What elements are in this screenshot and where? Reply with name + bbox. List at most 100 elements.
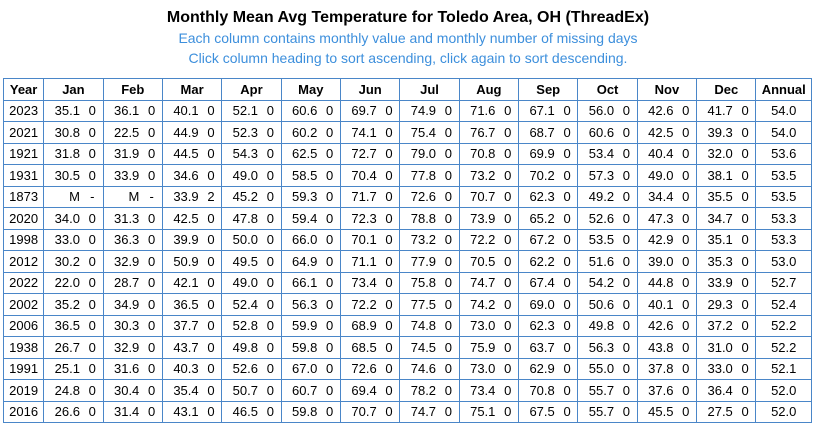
value-cell: 58.5 (280, 164, 320, 187)
year-cell: 2023 (2, 99, 45, 122)
column-header[interactable]: Jan (43, 78, 104, 101)
column-header[interactable]: Annual (755, 78, 812, 101)
missing-cell: 0 (200, 314, 223, 337)
missing-cell: 0 (200, 164, 223, 187)
missing-cell: 0 (497, 293, 520, 316)
year-cell: 2016 (2, 400, 45, 423)
value-cell: 70.8 (458, 142, 498, 165)
missing-cell: 0 (616, 379, 638, 402)
value-cell: 32.0 (696, 142, 735, 165)
value-cell: 74.1 (339, 121, 379, 144)
value-cell: 73.2 (399, 228, 439, 251)
value-cell: 78.8 (399, 207, 439, 230)
title: Monthly Mean Avg Temperature for Toledo … (166, 9, 650, 26)
missing-cell: 0 (81, 99, 104, 122)
column-header[interactable]: Oct (577, 78, 638, 101)
table-row: 2023 35.1 0 36.1 0 40.1 0 52.1 0 60.6 0 69.7 0 74.9 0 7… (2, 99, 812, 122)
column-header[interactable]: Jun (339, 78, 401, 101)
value-cell: 37.2 (696, 314, 735, 337)
table-row: 1873 M - M -33.9 2 45.2 0 59.3 0 71.7 0 72.6 0 70.7 0 62… (2, 185, 812, 208)
missing-cell: 0 (378, 185, 401, 208)
value-cell: 46.5 (221, 400, 260, 423)
value-cell: 62.9 (518, 357, 557, 380)
value-cell: 22.5 (102, 121, 142, 144)
column-header[interactable]: Year (2, 78, 45, 101)
value-cell: 35.4 (161, 379, 201, 402)
missing-cell: 0 (319, 314, 341, 337)
missing-cell: 0 (81, 207, 104, 230)
missing-cell: 0 (675, 142, 698, 165)
missing-cell: 0 (259, 207, 282, 230)
column-header[interactable]: Dec (696, 78, 757, 101)
column-header[interactable]: Mar (161, 78, 223, 101)
missing-cell: 0 (616, 336, 638, 359)
value-cell: 40.1 (636, 293, 676, 316)
value-cell: 26.6 (43, 400, 82, 423)
missing-cell: 0 (378, 207, 401, 230)
missing-cell: 0 (81, 250, 104, 273)
value-cell: 59.9 (280, 314, 320, 337)
value-cell: 35.1 (696, 228, 735, 251)
missing-cell: 0 (81, 121, 104, 144)
year-cell: 2020 (2, 207, 45, 230)
year-cell: 2021 (2, 121, 45, 144)
missing-cell: 0 (319, 379, 341, 402)
value-cell: 52.6 (577, 207, 617, 230)
missing-cell: - (141, 185, 163, 208)
missing-cell: 0 (497, 336, 520, 359)
missing-cell: 0 (734, 121, 757, 144)
column-header[interactable]: Apr (221, 78, 282, 101)
value-cell: 45.5 (636, 400, 676, 423)
value-cell: 52.1 (221, 99, 260, 122)
missing-cell: 0 (438, 400, 460, 423)
column-header[interactable]: Feb (102, 78, 163, 101)
value-cell: 40.4 (636, 142, 676, 165)
missing-cell: 0 (259, 99, 282, 122)
value-cell: 31.6 (102, 357, 142, 380)
missing-cell: 0 (378, 314, 401, 337)
value-cell: 30.8 (43, 121, 82, 144)
missing-cell: 0 (675, 293, 698, 316)
missing-cell: 0 (319, 293, 341, 316)
value-cell: 44.5 (161, 142, 201, 165)
value-cell: 49.8 (221, 336, 260, 359)
year-cell: 1921 (2, 142, 45, 165)
missing-cell: 0 (259, 228, 282, 251)
missing-cell: 0 (438, 293, 460, 316)
value-cell: 52.6 (221, 357, 260, 380)
value-cell: 30.5 (43, 164, 82, 187)
missing-cell: 0 (497, 314, 520, 337)
missing-cell: 0 (675, 400, 698, 423)
note: Click column heading to sort ascending, … (188, 50, 628, 66)
missing-cell: 0 (675, 185, 698, 208)
missing-cell: 0 (141, 357, 163, 380)
missing-cell: 0 (141, 250, 163, 273)
missing-cell: 0 (200, 336, 223, 359)
value-cell: 50.7 (221, 379, 260, 402)
value-cell: 63.7 (518, 336, 557, 359)
value-cell: 33.9 (102, 164, 142, 187)
missing-cell: 0 (81, 314, 104, 337)
value-cell: 73.4 (458, 379, 498, 402)
value-cell: 49.0 (636, 164, 676, 187)
missing-cell: 0 (734, 379, 757, 402)
value-cell: 31.4 (102, 400, 142, 423)
value-cell: 68.5 (339, 336, 379, 359)
value-cell: 67.5 (518, 400, 557, 423)
column-header[interactable]: Sep (518, 78, 579, 101)
value-cell: 52.4 (755, 293, 812, 316)
value-cell: 51.6 (577, 250, 617, 273)
column-header[interactable]: Aug (458, 78, 520, 101)
value-cell: 54.3 (221, 142, 260, 165)
column-header[interactable]: Nov (636, 78, 698, 101)
table-row: 2006 36.5 0 30.3 0 37.7 0 52.8 0 59.9 0 68.9 0 74.8 0 7… (2, 314, 812, 337)
column-header[interactable]: Jul (399, 78, 460, 101)
value-cell: 74.9 (399, 99, 439, 122)
missing-cell: 0 (734, 314, 757, 337)
missing-cell: 0 (378, 121, 401, 144)
missing-cell: 0 (438, 314, 460, 337)
table-row: 2022 22.0 0 28.7 0 42.1 0 49.0 0 66.1 0 73.4 0 75.8 0 7… (2, 271, 812, 294)
value-cell: 59.8 (280, 336, 320, 359)
column-header[interactable]: May (280, 78, 341, 101)
table-row: 1991 25.1 0 31.6 0 40.3 0 52.6 0 67.0 0 72.6 0 74.6 0 7… (2, 357, 812, 380)
